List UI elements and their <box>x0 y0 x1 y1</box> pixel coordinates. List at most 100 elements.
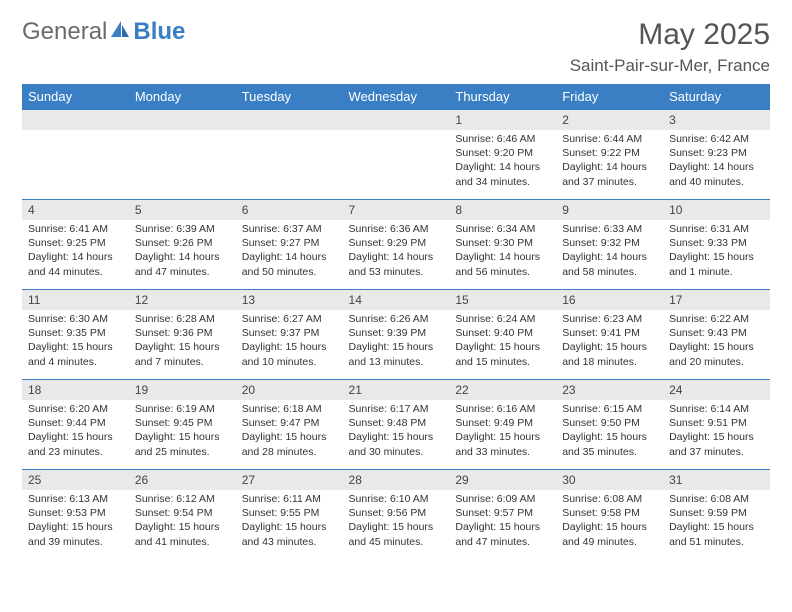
daylight-text: and 58 minutes. <box>562 265 657 279</box>
sunset-text: Sunset: 9:41 PM <box>562 326 657 340</box>
day-detail: Sunrise: 6:31 AMSunset: 9:33 PMDaylight:… <box>663 220 770 283</box>
sunset-text: Sunset: 9:29 PM <box>349 236 444 250</box>
daylight-text: and 53 minutes. <box>349 265 444 279</box>
day-detail: Sunrise: 6:09 AMSunset: 9:57 PMDaylight:… <box>449 490 556 553</box>
sunset-text: Sunset: 9:56 PM <box>349 506 444 520</box>
day-detail: Sunrise: 6:08 AMSunset: 9:59 PMDaylight:… <box>663 490 770 553</box>
sunrise-text: Sunrise: 6:13 AM <box>28 492 123 506</box>
day-number: 19 <box>129 380 236 400</box>
day-number: 1 <box>449 110 556 130</box>
day-number: 30 <box>556 470 663 490</box>
sunrise-text: Sunrise: 6:27 AM <box>242 312 337 326</box>
day-number: 13 <box>236 290 343 310</box>
day-detail: Sunrise: 6:15 AMSunset: 9:50 PMDaylight:… <box>556 400 663 463</box>
daylight-text: and 33 minutes. <box>455 445 550 459</box>
day-detail: Sunrise: 6:13 AMSunset: 9:53 PMDaylight:… <box>22 490 129 553</box>
day-number: 8 <box>449 200 556 220</box>
calendar-cell: 11Sunrise: 6:30 AMSunset: 9:35 PMDayligh… <box>22 290 129 380</box>
daylight-text: Daylight: 14 hours <box>242 250 337 264</box>
sunrise-text: Sunrise: 6:26 AM <box>349 312 444 326</box>
calendar-cell: 16Sunrise: 6:23 AMSunset: 9:41 PMDayligh… <box>556 290 663 380</box>
sunrise-text: Sunrise: 6:08 AM <box>562 492 657 506</box>
daylight-text: Daylight: 15 hours <box>562 430 657 444</box>
daylight-text: and 28 minutes. <box>242 445 337 459</box>
day-number: 20 <box>236 380 343 400</box>
daylight-text: Daylight: 14 hours <box>562 160 657 174</box>
sunset-text: Sunset: 9:40 PM <box>455 326 550 340</box>
day-number: 23 <box>556 380 663 400</box>
calendar-cell: 1Sunrise: 6:46 AMSunset: 9:20 PMDaylight… <box>449 110 556 200</box>
sunset-text: Sunset: 9:37 PM <box>242 326 337 340</box>
daylight-text: and 37 minutes. <box>562 175 657 189</box>
day-detail: Sunrise: 6:11 AMSunset: 9:55 PMDaylight:… <box>236 490 343 553</box>
sunset-text: Sunset: 9:59 PM <box>669 506 764 520</box>
sunrise-text: Sunrise: 6:39 AM <box>135 222 230 236</box>
calendar-cell: 12Sunrise: 6:28 AMSunset: 9:36 PMDayligh… <box>129 290 236 380</box>
daylight-text: Daylight: 15 hours <box>455 340 550 354</box>
calendar-week: 25Sunrise: 6:13 AMSunset: 9:53 PMDayligh… <box>22 470 770 560</box>
daylight-text: Daylight: 15 hours <box>28 340 123 354</box>
daylight-text: and 35 minutes. <box>562 445 657 459</box>
calendar-cell: 19Sunrise: 6:19 AMSunset: 9:45 PMDayligh… <box>129 380 236 470</box>
calendar-cell: 5Sunrise: 6:39 AMSunset: 9:26 PMDaylight… <box>129 200 236 290</box>
day-number: 11 <box>22 290 129 310</box>
sunset-text: Sunset: 9:57 PM <box>455 506 550 520</box>
sunset-text: Sunset: 9:26 PM <box>135 236 230 250</box>
calendar-cell: 23Sunrise: 6:15 AMSunset: 9:50 PMDayligh… <box>556 380 663 470</box>
sunset-text: Sunset: 9:58 PM <box>562 506 657 520</box>
day-detail: Sunrise: 6:37 AMSunset: 9:27 PMDaylight:… <box>236 220 343 283</box>
sunrise-text: Sunrise: 6:33 AM <box>562 222 657 236</box>
day-detail: Sunrise: 6:44 AMSunset: 9:22 PMDaylight:… <box>556 130 663 193</box>
daylight-text: Daylight: 15 hours <box>135 520 230 534</box>
day-number: 9 <box>556 200 663 220</box>
calendar-week: 1Sunrise: 6:46 AMSunset: 9:20 PMDaylight… <box>22 110 770 200</box>
sunrise-text: Sunrise: 6:14 AM <box>669 402 764 416</box>
logo-sail-icon <box>109 18 131 46</box>
day-detail: Sunrise: 6:41 AMSunset: 9:25 PMDaylight:… <box>22 220 129 283</box>
sunset-text: Sunset: 9:54 PM <box>135 506 230 520</box>
day-detail: Sunrise: 6:24 AMSunset: 9:40 PMDaylight:… <box>449 310 556 373</box>
daylight-text: Daylight: 15 hours <box>349 520 444 534</box>
calendar-week: 18Sunrise: 6:20 AMSunset: 9:44 PMDayligh… <box>22 380 770 470</box>
logo: General Blue <box>22 18 185 46</box>
daylight-text: Daylight: 15 hours <box>349 340 444 354</box>
day-number <box>343 110 450 130</box>
sunset-text: Sunset: 9:48 PM <box>349 416 444 430</box>
calendar-cell: 21Sunrise: 6:17 AMSunset: 9:48 PMDayligh… <box>343 380 450 470</box>
daylight-text: Daylight: 15 hours <box>562 520 657 534</box>
sunset-text: Sunset: 9:50 PM <box>562 416 657 430</box>
day-detail: Sunrise: 6:42 AMSunset: 9:23 PMDaylight:… <box>663 130 770 193</box>
calendar-cell: 7Sunrise: 6:36 AMSunset: 9:29 PMDaylight… <box>343 200 450 290</box>
sunrise-text: Sunrise: 6:37 AM <box>242 222 337 236</box>
daylight-text: Daylight: 15 hours <box>28 430 123 444</box>
day-number <box>236 110 343 130</box>
day-detail: Sunrise: 6:36 AMSunset: 9:29 PMDaylight:… <box>343 220 450 283</box>
daylight-text: and 45 minutes. <box>349 535 444 549</box>
calendar-cell: 27Sunrise: 6:11 AMSunset: 9:55 PMDayligh… <box>236 470 343 560</box>
day-header: Wednesday <box>343 84 450 110</box>
day-detail: Sunrise: 6:26 AMSunset: 9:39 PMDaylight:… <box>343 310 450 373</box>
daylight-text: and 56 minutes. <box>455 265 550 279</box>
day-number: 25 <box>22 470 129 490</box>
sunset-text: Sunset: 9:39 PM <box>349 326 444 340</box>
sunset-text: Sunset: 9:53 PM <box>28 506 123 520</box>
daylight-text: and 25 minutes. <box>135 445 230 459</box>
daylight-text: and 43 minutes. <box>242 535 337 549</box>
daylight-text: and 10 minutes. <box>242 355 337 369</box>
day-number: 4 <box>22 200 129 220</box>
calendar-cell: 20Sunrise: 6:18 AMSunset: 9:47 PMDayligh… <box>236 380 343 470</box>
daylight-text: and 50 minutes. <box>242 265 337 279</box>
sunrise-text: Sunrise: 6:11 AM <box>242 492 337 506</box>
day-number: 3 <box>663 110 770 130</box>
day-number: 7 <box>343 200 450 220</box>
sunrise-text: Sunrise: 6:34 AM <box>455 222 550 236</box>
sunset-text: Sunset: 9:51 PM <box>669 416 764 430</box>
calendar-cell: 6Sunrise: 6:37 AMSunset: 9:27 PMDaylight… <box>236 200 343 290</box>
sunrise-text: Sunrise: 6:16 AM <box>455 402 550 416</box>
sunset-text: Sunset: 9:20 PM <box>455 146 550 160</box>
sunset-text: Sunset: 9:25 PM <box>28 236 123 250</box>
day-detail: Sunrise: 6:33 AMSunset: 9:32 PMDaylight:… <box>556 220 663 283</box>
day-detail: Sunrise: 6:28 AMSunset: 9:36 PMDaylight:… <box>129 310 236 373</box>
header: General Blue May 2025 Saint-Pair-sur-Mer… <box>22 18 770 76</box>
daylight-text: and 39 minutes. <box>28 535 123 549</box>
